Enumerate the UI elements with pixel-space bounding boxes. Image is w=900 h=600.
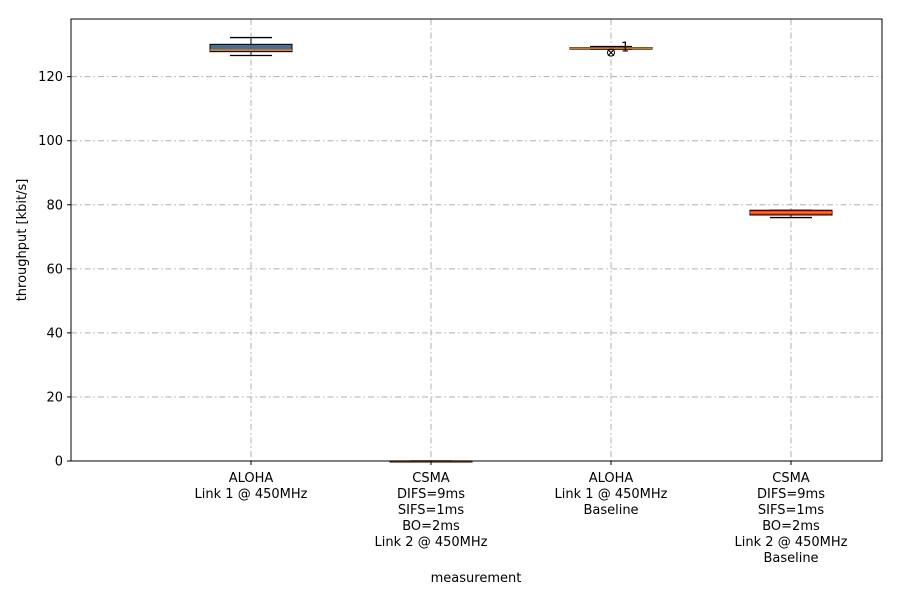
x-tick-label-3: CSMA DIFS=9ms SIFS=1ms BO=2ms Link 2 @ 450MH… [735,471,848,566]
plot-area-frame [70,18,883,462]
y-tick-label-5: 100 [38,134,63,149]
x-tick-label-line: DIFS=9ms [757,487,825,502]
x-tick-label-line: Baseline [583,503,638,518]
box-3 [749,209,833,219]
x-tick-label-line: Link 1 @ 450MHz [195,487,308,502]
annotations: 1 [621,41,629,56]
x-tick-label-1: CSMA DIFS=9ms SIFS=1ms BO=2ms Link 2 @ 450MH… [375,471,488,550]
x-tick-label-line: Baseline [763,551,818,566]
box-body-0 [209,43,293,53]
x-tick-label-line: Link 2 @ 450MHz [735,535,848,550]
y-tick-label-0: 0 [55,455,63,470]
x-tick-label-line: SIFS=1ms [398,503,464,518]
annotation-0: 1 [621,41,629,56]
x-tick-label-line: ALOHA [229,471,274,486]
outlier-mark-b-2-0 [607,49,615,56]
x-tick-label-line: Link 1 @ 450MHz [555,487,668,502]
y-axis-label: throughput [kbit/s] [15,179,30,302]
x-tick-label-line: BO=2ms [762,519,820,534]
x-tick-label-line: BO=2ms [402,519,460,534]
grid-lines [71,19,882,462]
box-2 [569,45,653,57]
x-axis-label: measurement [431,571,522,586]
y-tick-label-4: 80 [46,198,63,213]
x-tick-label-line: CSMA [412,471,450,486]
y-axis-ticks: 0 20 40 60 80 100 120 [38,70,71,470]
x-tick-label-2: ALOHA Link 1 @ 450MHz Baseline [555,471,668,518]
y-tick-label-2: 40 [46,326,63,341]
x-tick-label-line: SIFS=1ms [758,503,824,518]
y-tick-label-1: 20 [46,390,63,405]
outlier-2-0 [607,48,615,57]
x-tick-label-line: DIFS=9ms [397,487,465,502]
y-tick-label-6: 120 [38,70,63,85]
x-tick-label-0: ALOHA Link 1 @ 450MHz [195,471,308,502]
box-0 [209,36,293,57]
x-tick-label-line: CSMA [772,471,810,486]
x-tick-label-line: Link 2 @ 450MHz [375,535,488,550]
y-tick-label-3: 60 [46,262,63,277]
x-tick-label-line: ALOHA [589,471,634,486]
